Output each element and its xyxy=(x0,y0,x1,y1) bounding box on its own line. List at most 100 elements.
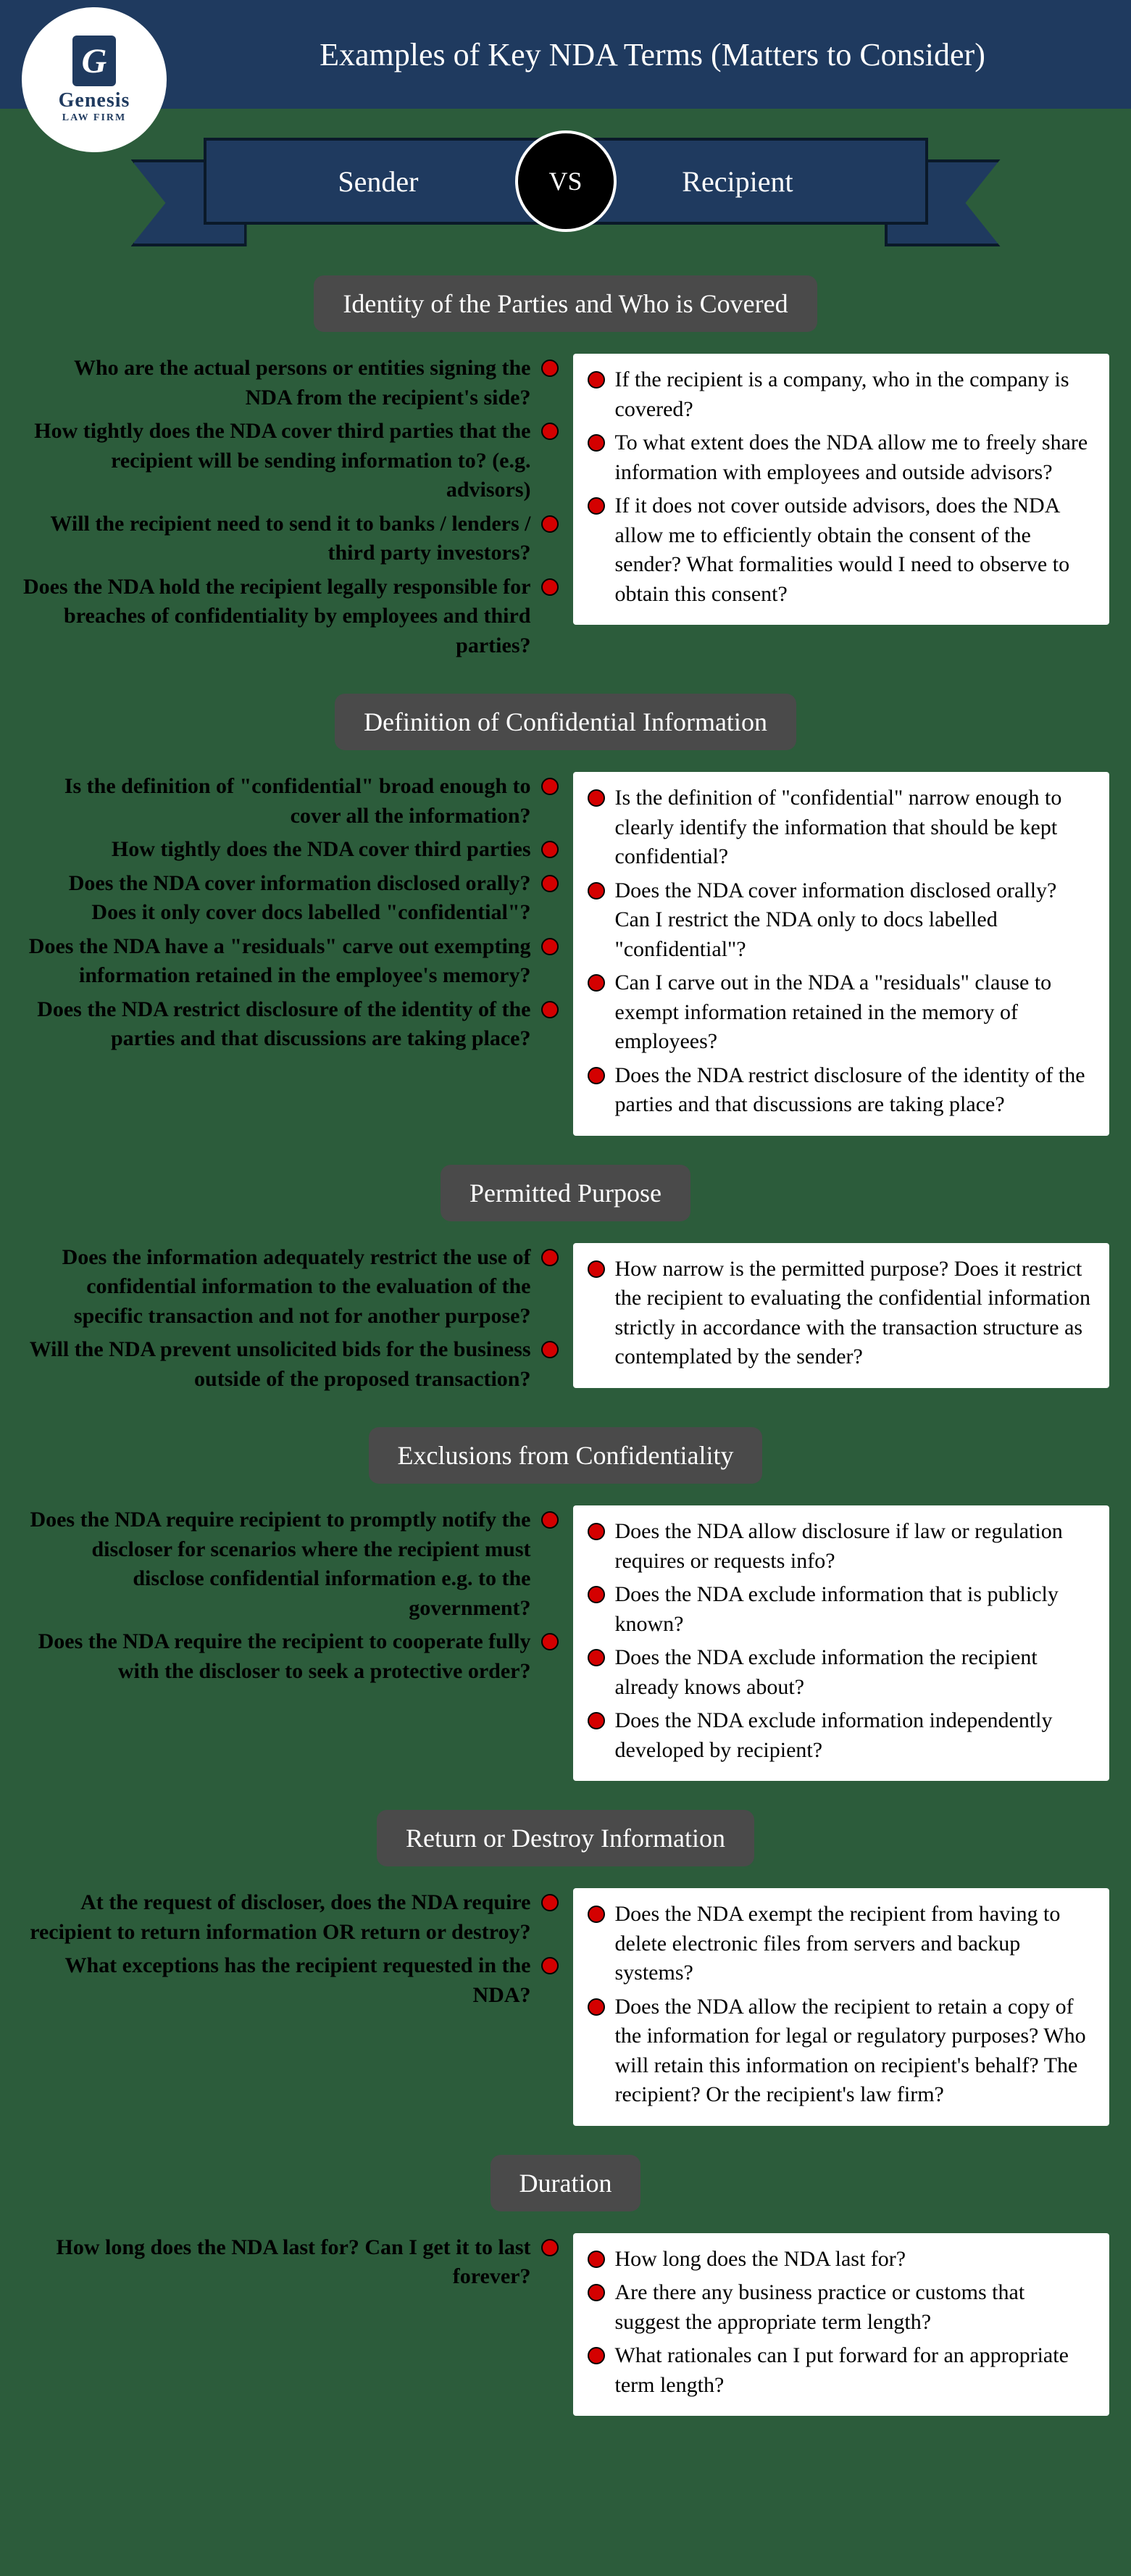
section: Return or Destroy Information At the requ… xyxy=(22,1810,1109,2126)
recipient-item: Can I carve out in the NDA a "residuals"… xyxy=(588,968,1095,1057)
item-text: How long does the NDA last for? xyxy=(615,2245,1095,2274)
bullet-icon xyxy=(588,2284,605,2301)
item-text: Will the NDA prevent unsolicited bids fo… xyxy=(22,1335,531,1394)
bullet-icon xyxy=(541,2239,559,2256)
banner-left-label: Sender xyxy=(338,165,418,199)
logo-g: G xyxy=(72,36,116,86)
bullet-icon xyxy=(541,875,559,892)
recipient-box: Does the NDA exempt the recipient from h… xyxy=(573,1888,1110,2126)
sender-item: Does the NDA restrict disclosure of the … xyxy=(22,995,559,1054)
bullet-icon xyxy=(588,1523,605,1540)
page-title: Examples of Key NDA Terms (Matters to Co… xyxy=(196,36,1109,73)
item-text: How tightly does the NDA cover third par… xyxy=(22,835,531,865)
bullet-icon xyxy=(588,2251,605,2268)
sender-column: At the request of discloser, does the ND… xyxy=(22,1888,559,2014)
item-text: Are there any business practice or custo… xyxy=(615,2278,1095,2337)
sender-item: Does the NDA require the recipient to co… xyxy=(22,1627,559,1686)
item-text: What exceptions has the recipient reques… xyxy=(22,1951,531,2010)
bullet-icon xyxy=(588,1649,605,1666)
sender-item: Does the NDA require recipient to prompt… xyxy=(22,1505,559,1623)
recipient-column: How narrow is the permitted purpose? Doe… xyxy=(573,1243,1110,1388)
recipient-item: Does the NDA cover information disclosed… xyxy=(588,876,1095,965)
section: Identity of the Parties and Who is Cover… xyxy=(22,275,1109,665)
sender-item: Will the recipient need to send it to ba… xyxy=(22,510,559,568)
recipient-item: Does the NDA allow the recipient to reta… xyxy=(588,1993,1095,2110)
sender-column: Does the information adequately restrict… xyxy=(22,1243,559,1399)
bullet-icon xyxy=(541,578,559,596)
recipient-box: Is the definition of "confidential" narr… xyxy=(573,772,1110,1136)
item-text: Does the NDA cover information disclosed… xyxy=(615,876,1095,965)
sender-item: Does the NDA cover information disclosed… xyxy=(22,869,559,928)
sender-column: Who are the actual persons or entities s… xyxy=(22,354,559,665)
bullet-icon xyxy=(541,360,559,377)
item-text: How tightly does the NDA cover third par… xyxy=(22,417,531,505)
item-text: Does the NDA exclude information the rec… xyxy=(615,1643,1095,1702)
section: Duration How long does the NDA last for? … xyxy=(22,2155,1109,2417)
recipient-item: How long does the NDA last for? xyxy=(588,2245,1095,2274)
columns: Does the information adequately restrict… xyxy=(22,1243,1109,1399)
item-text: Does the NDA require recipient to prompt… xyxy=(22,1505,531,1623)
bullet-icon xyxy=(541,841,559,858)
section-heading: Identity of the Parties and Who is Cover… xyxy=(314,275,817,332)
item-text: Will the recipient need to send it to ba… xyxy=(22,510,531,568)
recipient-item: Does the NDA allow disclosure if law or … xyxy=(588,1517,1095,1576)
bullet-icon xyxy=(588,1906,605,1923)
sections-container: Identity of the Parties and Who is Cover… xyxy=(0,275,1131,2416)
section-heading: Duration xyxy=(491,2155,641,2211)
bullet-icon xyxy=(588,789,605,807)
item-text: Does the NDA cover information disclosed… xyxy=(22,869,531,928)
section: Permitted Purpose Does the information ad… xyxy=(22,1165,1109,1399)
item-text: What rationales can I put forward for an… xyxy=(615,2341,1095,2400)
section-heading: Permitted Purpose xyxy=(441,1165,690,1221)
recipient-box: How long does the NDA last for? Are there… xyxy=(573,2233,1110,2417)
item-text: Does the NDA exempt the recipient from h… xyxy=(615,1900,1095,1988)
bullet-icon xyxy=(588,974,605,992)
recipient-item: Does the NDA exempt the recipient from h… xyxy=(588,1900,1095,1988)
section-heading: Definition of Confidential Information xyxy=(335,694,796,750)
section-heading: Exclusions from Confidentiality xyxy=(369,1427,763,1484)
bullet-icon xyxy=(588,1586,605,1603)
recipient-column: Does the NDA exempt the recipient from h… xyxy=(573,1888,1110,2126)
bullet-icon xyxy=(541,1894,559,1911)
item-text: Does the NDA require the recipient to co… xyxy=(22,1627,531,1686)
item-text: Does the NDA restrict disclosure of the … xyxy=(615,1061,1095,1120)
bullet-icon xyxy=(541,1957,559,1974)
bullet-icon xyxy=(541,1249,559,1266)
item-text: Who are the actual persons or entities s… xyxy=(22,354,531,412)
bullet-icon xyxy=(541,778,559,795)
sender-item: Does the information adequately restrict… xyxy=(22,1243,559,1331)
recipient-item: How narrow is the permitted purpose? Doe… xyxy=(588,1255,1095,1372)
item-text: Is the definition of "confidential" narr… xyxy=(615,784,1095,872)
recipient-item: Does the NDA exclude information indepen… xyxy=(588,1706,1095,1765)
recipient-item: Does the NDA restrict disclosure of the … xyxy=(588,1061,1095,1120)
recipient-item: If the recipient is a company, who in th… xyxy=(588,365,1095,424)
recipient-box: If the recipient is a company, who in th… xyxy=(573,354,1110,625)
recipient-column: Is the definition of "confidential" narr… xyxy=(573,772,1110,1136)
bullet-icon xyxy=(588,1712,605,1729)
bullet-icon xyxy=(588,434,605,452)
recipient-item: Is the definition of "confidential" narr… xyxy=(588,784,1095,872)
item-text: Can I carve out in the NDA a "residuals"… xyxy=(615,968,1095,1057)
recipient-item: Are there any business practice or custo… xyxy=(588,2278,1095,2337)
recipient-box: Does the NDA allow disclosure if law or … xyxy=(573,1505,1110,1781)
section: Definition of Confidential Information Is… xyxy=(22,694,1109,1136)
bullet-icon xyxy=(541,515,559,533)
section: Exclusions from Confidentiality Does the … xyxy=(22,1427,1109,1781)
recipient-box: How narrow is the permitted purpose? Doe… xyxy=(573,1243,1110,1388)
item-text: Does the NDA exclude information indepen… xyxy=(615,1706,1095,1765)
sender-column: Is the definition of "confidential" broa… xyxy=(22,772,559,1058)
item-text: How long does the NDA last for? Can I ge… xyxy=(22,2233,531,2292)
bullet-icon xyxy=(588,497,605,515)
vs-banner: Sender Recipient VS xyxy=(131,130,1001,232)
sender-item: What exceptions has the recipient reques… xyxy=(22,1951,559,2010)
sender-item: How long does the NDA last for? Can I ge… xyxy=(22,2233,559,2292)
sender-column: How long does the NDA last for? Can I ge… xyxy=(22,2233,559,2296)
section-heading: Return or Destroy Information xyxy=(377,1810,754,1866)
banner-right-label: Recipient xyxy=(682,165,793,199)
recipient-item: What rationales can I put forward for an… xyxy=(588,2341,1095,2400)
item-text: Does the NDA allow disclosure if law or … xyxy=(615,1517,1095,1576)
recipient-column: How long does the NDA last for? Are there… xyxy=(573,2233,1110,2417)
vs-circle: VS xyxy=(515,130,617,232)
sender-item: Will the NDA prevent unsolicited bids fo… xyxy=(22,1335,559,1394)
sender-item: How tightly does the NDA cover third par… xyxy=(22,835,559,865)
